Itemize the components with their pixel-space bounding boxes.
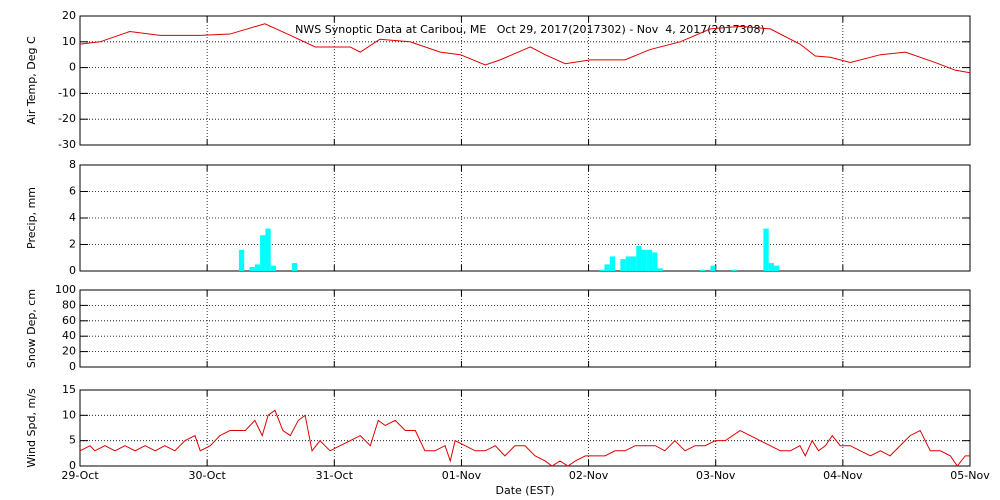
bar	[620, 259, 626, 271]
y-tick-label: 60	[62, 314, 76, 327]
x-tick-label: 05-Nov	[950, 469, 990, 482]
bar	[249, 267, 255, 271]
y-axis-label: Air Temp, Deg C	[25, 36, 38, 125]
bar	[609, 256, 616, 271]
y-axis-label: Wind Spd, m/s	[25, 388, 38, 468]
bar	[657, 268, 663, 271]
bar	[630, 256, 637, 271]
y-tick-label: 10	[62, 35, 76, 48]
y-tick-label: -20	[58, 112, 76, 125]
bar	[270, 265, 277, 271]
plot-frame	[79, 389, 971, 467]
bar	[604, 264, 610, 271]
x-tick-label: 04-Nov	[823, 469, 863, 482]
bar	[260, 235, 266, 271]
y-axis-label: Precip, mm	[25, 187, 38, 249]
y-tick-label: 8	[69, 158, 76, 171]
y-tick-label: 20	[62, 345, 76, 358]
bar	[238, 249, 245, 271]
y-tick-label: 10	[62, 408, 76, 421]
plot-frame	[79, 15, 971, 146]
bar	[646, 249, 653, 271]
y-tick-label: 20	[62, 9, 76, 22]
bar	[599, 269, 605, 271]
y-tick-label: 0	[69, 264, 76, 277]
y-tick-label: 4	[69, 211, 76, 224]
y-tick-label: 6	[69, 185, 76, 198]
y-tick-label: 100	[55, 283, 76, 296]
x-tick-label: 29-Oct	[61, 469, 99, 482]
plot-frame	[79, 289, 971, 368]
y-tick-label: 5	[69, 434, 76, 447]
y-tick-label: 15	[62, 383, 76, 396]
bar	[710, 265, 716, 271]
x-tick-label: 30-Oct	[188, 469, 226, 482]
bar	[291, 263, 298, 271]
bar	[641, 249, 647, 271]
chart-title: NWS Synoptic Data at Caribou, ME Oct 29,…	[295, 23, 765, 36]
x-axis-label: Date (EST)	[495, 484, 554, 497]
y-tick-label: 80	[62, 298, 76, 311]
bar	[652, 252, 658, 271]
x-tick-label: 02-Nov	[569, 469, 609, 482]
bar	[265, 228, 271, 271]
y-tick-label: -10	[58, 86, 76, 99]
bar	[768, 263, 774, 271]
y-tick-label: -30	[58, 138, 76, 151]
y-axis-label: Snow Dep, cm	[25, 289, 38, 368]
y-tick-label: 2	[69, 238, 76, 251]
data-line	[79, 409, 970, 467]
y-tick-label: 0	[69, 459, 76, 472]
data-line	[79, 23, 971, 74]
bar	[773, 265, 780, 271]
x-tick-label: 03-Nov	[696, 469, 736, 482]
y-tick-label: 0	[69, 61, 76, 74]
bar	[731, 269, 737, 271]
bar	[763, 228, 769, 271]
x-tick-label: 31-Oct	[316, 469, 354, 482]
y-tick-label: 40	[62, 329, 76, 342]
bar	[636, 245, 642, 271]
bar	[254, 264, 261, 271]
bar	[625, 256, 631, 271]
x-tick-label: 01-Nov	[442, 469, 482, 482]
y-tick-label: 0	[69, 360, 76, 373]
bar	[699, 269, 706, 271]
